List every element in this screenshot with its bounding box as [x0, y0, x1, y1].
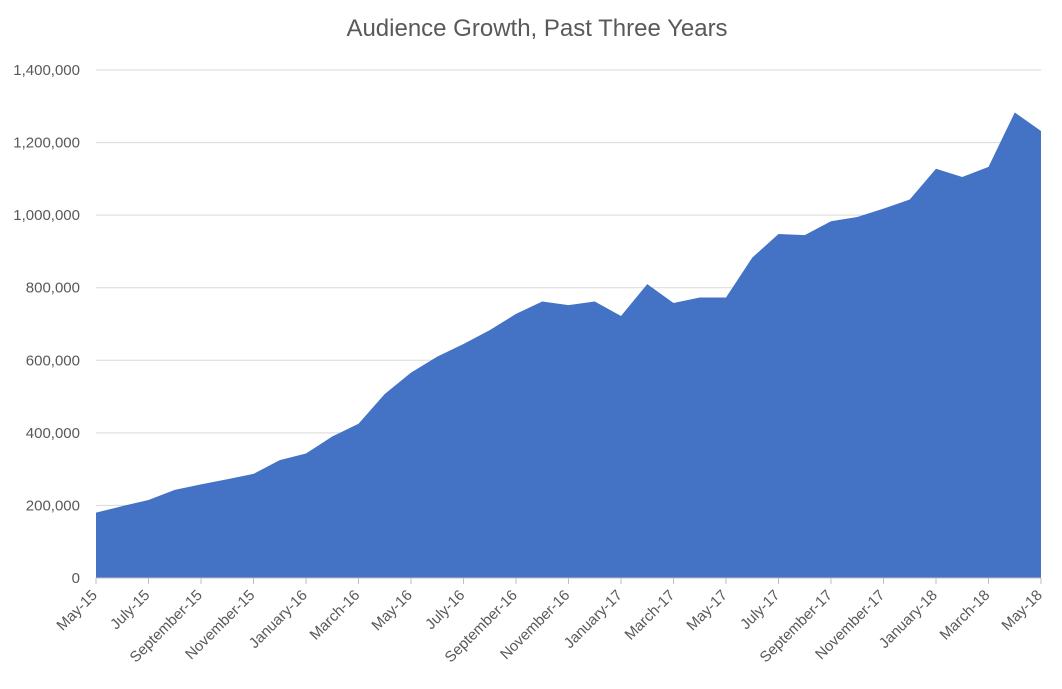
chart-title: Audience Growth, Past Three Years	[346, 15, 727, 42]
y-tick-label: 400,000	[26, 425, 80, 442]
x-tick-label: March-17	[622, 587, 679, 644]
y-tick-labels: 0 200,000 400,000 600,000 800,000 1,000,000 1,…	[13, 62, 80, 587]
x-tick-label: July-15	[107, 587, 153, 633]
x-tick-label: May-17	[683, 587, 730, 634]
x-tick-label: March-16	[307, 587, 364, 644]
x-tick-label: July-16	[422, 587, 468, 633]
y-tick-label: 1,400,000	[13, 62, 80, 79]
y-tick-label: 1,000,000	[13, 207, 80, 224]
axis-layer	[95, 577, 1042, 584]
x-tick-label: March-18	[937, 587, 994, 644]
y-tick-label: 200,000	[26, 497, 80, 514]
x-tick-label: May-16	[368, 587, 415, 634]
y-tick-label: 800,000	[26, 280, 80, 297]
y-tick-label: 600,000	[26, 352, 80, 369]
area-layer	[95, 112, 1042, 578]
x-tick-label: July-17	[737, 587, 783, 633]
y-tick-label: 1,200,000	[13, 135, 80, 152]
series-area-audience	[96, 112, 1041, 578]
x-tick-label: May-18	[998, 587, 1045, 634]
x-tick-label: May-15	[53, 587, 100, 634]
x-tick-labels: May-15 July-15September-15November-15Janu…	[53, 587, 1045, 666]
y-tick-label: 0	[72, 570, 80, 587]
